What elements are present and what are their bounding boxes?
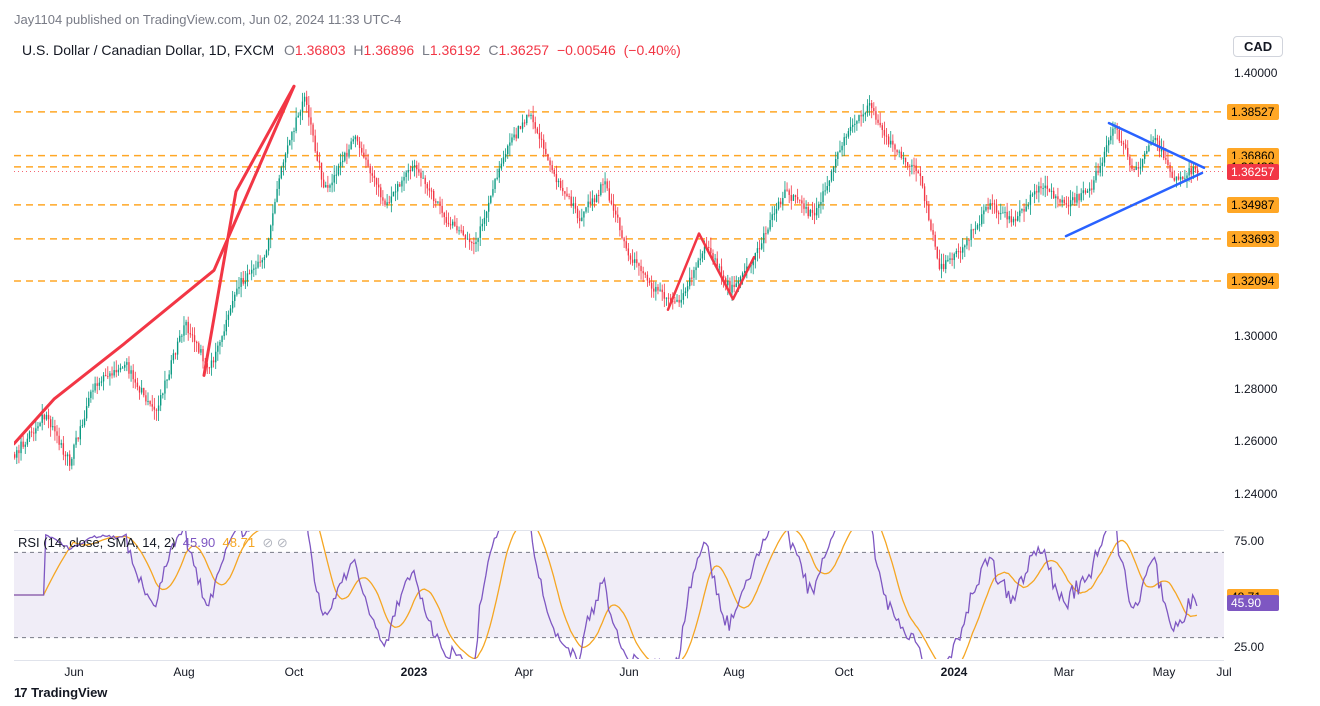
time-tick: May: [1153, 665, 1176, 679]
time-tick: Jul: [1216, 665, 1231, 679]
time-axis[interactable]: JunAugOct2023AprJunAugOct2024MarMayJul: [14, 660, 1224, 682]
rsi-badge: 45.90: [1227, 595, 1279, 611]
price-badge: 1.34987: [1227, 197, 1279, 213]
price-tick: 1.24000: [1234, 487, 1277, 501]
time-tick: Apr: [515, 665, 534, 679]
time-tick: Mar: [1054, 665, 1075, 679]
currency-badge[interactable]: CAD: [1233, 36, 1283, 57]
price-badge: 1.38527: [1227, 104, 1279, 120]
symbol-info-row: U.S. Dollar / Canadian Dollar, 1D, FXCM …: [22, 42, 685, 58]
rsi-title: RSI (14, close, SMA, 14, 2) 45.90 48.71 …: [18, 535, 288, 551]
rsi-chart[interactable]: RSI (14, close, SMA, 14, 2) 45.90 48.71 …: [14, 530, 1224, 658]
price-badge: 1.32094: [1227, 273, 1279, 289]
price-badge: 1.33693: [1227, 231, 1279, 247]
rsi-tick: 25.00: [1234, 640, 1264, 654]
price-tick: 1.40000: [1234, 66, 1277, 80]
time-tick: Oct: [285, 665, 304, 679]
time-tick: Jun: [619, 665, 638, 679]
tradingview-logo[interactable]: 17 TradingView: [14, 685, 107, 700]
price-badge: 1.36257: [1227, 164, 1279, 180]
rsi-axis[interactable]: 75.0025.0048.7145.90: [1226, 530, 1318, 658]
price-tick: 1.28000: [1234, 382, 1277, 396]
symbol-name[interactable]: U.S. Dollar / Canadian Dollar, 1D, FXCM: [22, 42, 274, 58]
rsi-tick: 75.00: [1234, 534, 1264, 548]
time-tick: 2024: [941, 665, 968, 679]
time-tick: Aug: [723, 665, 744, 679]
price-chart[interactable]: [14, 60, 1224, 520]
time-tick: 2023: [401, 665, 428, 679]
publish-line: Jay1104 published on TradingView.com, Ju…: [14, 12, 401, 27]
price-tick: 1.30000: [1234, 329, 1277, 343]
time-tick: Jun: [64, 665, 83, 679]
time-tick: Oct: [835, 665, 854, 679]
time-tick: Aug: [173, 665, 194, 679]
ohlc-values: O1.36803 H1.36896 L1.36192 C1.36257 −0.0…: [284, 42, 685, 58]
price-tick: 1.26000: [1234, 434, 1277, 448]
price-axis[interactable]: 1.40000 1.30000 1.28000 1.26000 1.24000 1.385…: [1226, 60, 1318, 520]
